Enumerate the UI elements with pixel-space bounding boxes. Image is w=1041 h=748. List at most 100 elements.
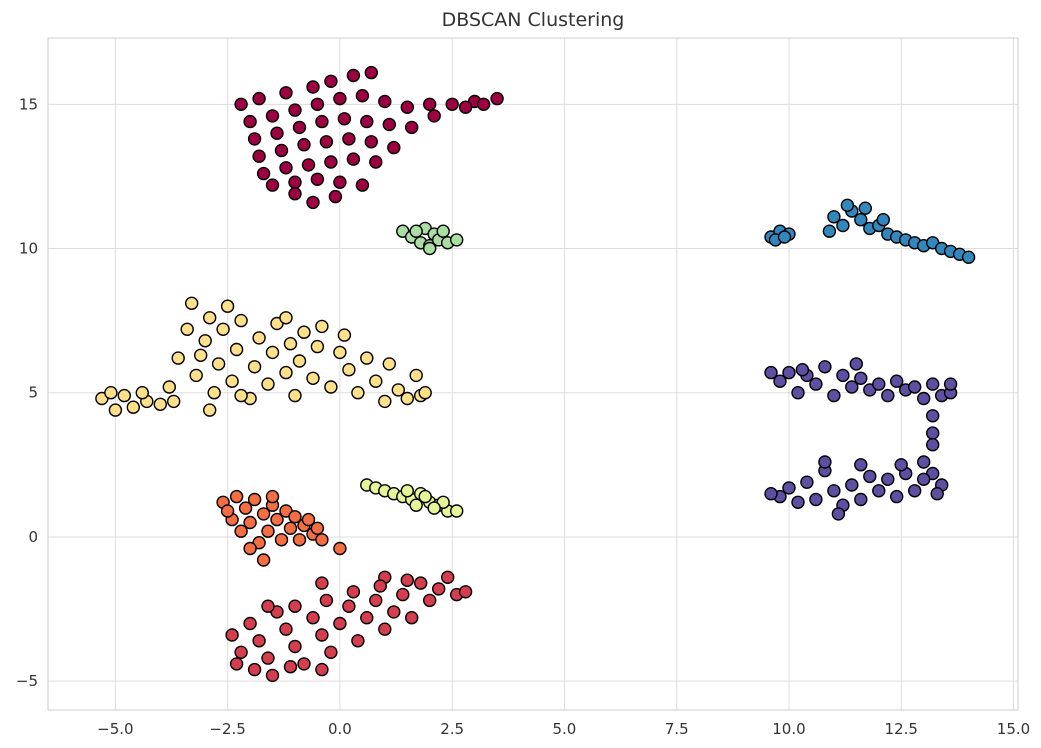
data-point [926,409,940,423]
x-tick-label: 10.0 [772,720,805,738]
data-point [849,357,863,371]
data-point [858,201,872,215]
data-point [333,345,347,360]
data-point [166,394,181,409]
data-point [818,360,832,374]
data-point [337,112,352,126]
data-point [409,498,423,512]
data-point [315,576,329,590]
data-point [360,611,374,625]
y-tick-labels: −5 0 5 10 15 [16,95,38,690]
data-point [369,374,383,388]
data-point [229,342,244,357]
data-point [773,374,787,388]
data-point [423,593,437,608]
data-point [225,628,239,642]
data-point [378,394,392,409]
data-point [917,455,931,469]
data-point [256,553,271,567]
data-point [360,114,374,129]
data-point [840,198,855,213]
data-point [247,132,262,146]
x-tick-label: 0.0 [328,720,352,738]
y-tick-label: −5 [16,672,38,690]
data-point [234,313,248,328]
data-point [324,380,338,394]
data-point [764,487,778,501]
data-point [265,109,280,123]
data-point [238,501,253,515]
plot-frame [47,37,1019,711]
data-point [881,472,895,486]
data-point [225,374,239,388]
data-point [378,94,392,109]
data-point [427,501,441,515]
data-point [306,611,320,625]
data-point [229,489,244,504]
data-point [252,91,266,106]
y-tick-label: 0 [28,528,38,546]
data-point [894,458,908,472]
data-point [297,657,311,671]
data-point [265,178,280,192]
data-point [310,172,325,187]
data-point [800,475,814,489]
data-point [279,622,293,636]
data-point [328,189,343,204]
data-point [961,250,976,264]
data-point [355,178,370,192]
data-point [333,541,347,556]
data-point [229,657,244,671]
data-point [400,391,414,406]
data-point [400,100,414,114]
data-point [247,360,262,374]
data-point [369,593,383,608]
data-point [220,504,235,518]
data-point [220,299,235,313]
data-point [283,337,298,351]
data-point [782,365,796,380]
data-point [436,224,450,238]
cluster-7 [764,357,958,521]
data-point [108,403,123,417]
data-point [346,585,361,599]
data-point [382,117,396,132]
cluster-3 [95,296,432,417]
data-point [283,521,298,535]
y-tick-label: 15 [19,95,38,113]
data-point [391,383,405,397]
data-point [261,377,275,391]
data-point [279,161,293,175]
data-point [297,137,311,152]
data-point [822,224,837,238]
data-point [265,489,280,504]
data-point [324,155,338,169]
data-point [809,377,823,391]
data-point [364,65,378,80]
data-point [405,611,419,625]
data-point [831,507,846,521]
data-point [292,354,307,368]
data-point [387,140,401,155]
data-point [261,524,275,538]
data-point [926,377,940,391]
x-tick-label: 12.5 [885,720,918,738]
data-point [346,68,361,83]
data-point [270,126,284,140]
data-point [306,195,320,210]
data-point [351,634,365,648]
data-point [279,365,293,380]
data-point [458,585,473,599]
data-point [917,391,931,406]
x-tick-label: 5.0 [553,720,577,738]
data-point [373,579,387,593]
data-point [490,91,504,106]
x-tick-labels: −5.0 −2.5 0.0 2.5 5.0 7.5 10.0 12.5 15.0 [97,720,1030,738]
data-point [288,388,302,403]
data-point [310,97,325,112]
data-point [261,599,275,613]
data-point [917,472,931,486]
data-point [333,91,347,106]
data-point [782,481,796,495]
